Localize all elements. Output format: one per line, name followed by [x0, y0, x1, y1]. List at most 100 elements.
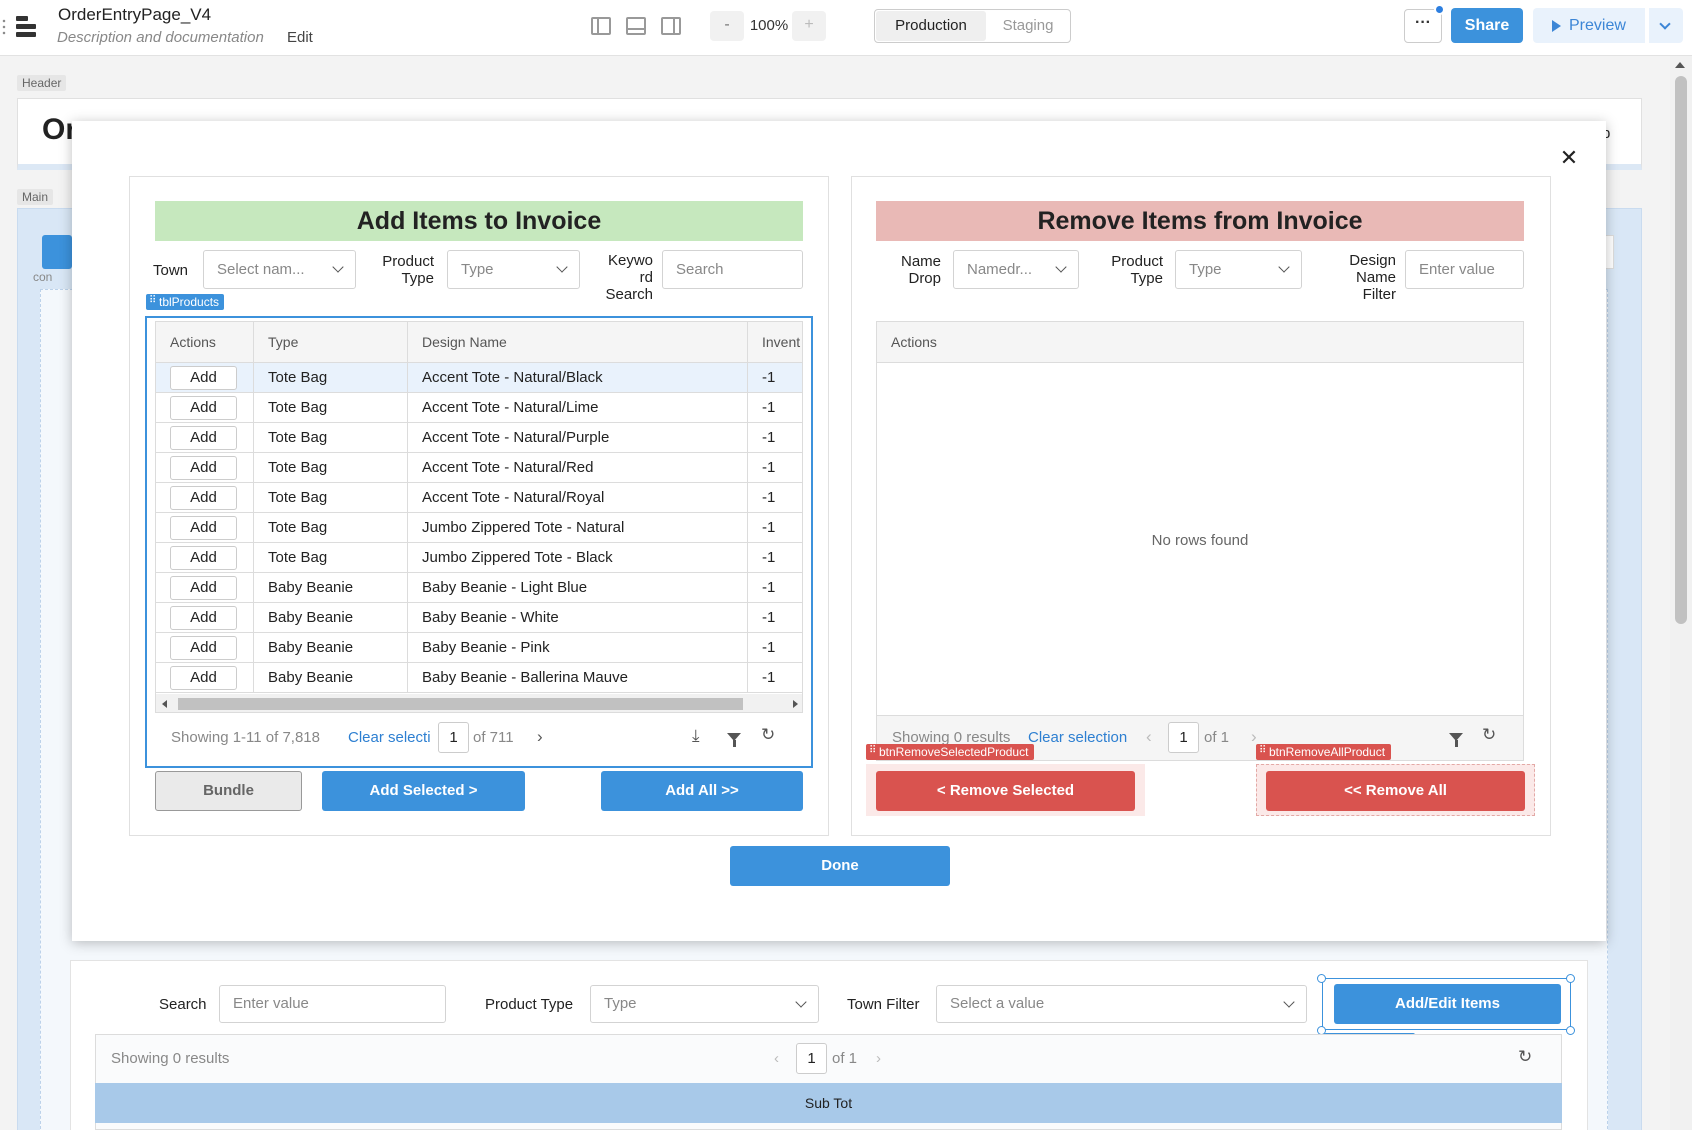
- table-row[interactable]: Add Tote Bag Accent Tote - Natural/Royal -1: [156, 483, 802, 513]
- add-row-button[interactable]: Add: [170, 366, 237, 390]
- design-name-filter-input[interactable]: Enter value: [1405, 250, 1524, 289]
- add-row-button[interactable]: Add: [170, 456, 237, 480]
- toggle-bottom-panel-icon[interactable]: [626, 17, 646, 35]
- zoom-in-button[interactable]: +: [792, 11, 826, 41]
- share-button[interactable]: Share: [1451, 8, 1523, 43]
- table-row[interactable]: Add Tote Bag Accent Tote - Natural/Red -1: [156, 453, 802, 483]
- add-row-button[interactable]: Add: [170, 426, 237, 450]
- column-header-inventory[interactable]: Invent: [762, 334, 801, 350]
- table-row[interactable]: Add Baby Beanie Baby Beanie - Light Blue -1: [156, 573, 802, 603]
- add-edit-items-button[interactable]: Add/Edit Items: [1334, 984, 1561, 1024]
- toggle-left-panel-icon[interactable]: [591, 17, 611, 35]
- add-row-button[interactable]: Add: [170, 636, 237, 660]
- town-select[interactable]: Select nam...: [203, 250, 356, 289]
- container-tab[interactable]: [42, 235, 72, 269]
- remove-selected-button[interactable]: < Remove Selected: [876, 771, 1135, 811]
- town-filter-label: Town Filter: [847, 996, 920, 1013]
- remove-all-button[interactable]: << Remove All: [1266, 771, 1525, 811]
- table-row[interactable]: Add Tote Bag Accent Tote - Natural/Lime -1: [156, 393, 802, 423]
- preview-button[interactable]: Preview: [1533, 8, 1645, 43]
- invoice-page-input[interactable]: 1: [1168, 722, 1199, 753]
- close-icon[interactable]: ✕: [1559, 145, 1579, 170]
- product-type-value: Type: [1189, 261, 1222, 278]
- add-all-button[interactable]: Add All >>: [601, 771, 803, 811]
- town-filter-select[interactable]: Select a value: [936, 985, 1307, 1023]
- table-row[interactable]: Add Baby Beanie Baby Beanie - White -1: [156, 603, 802, 633]
- toggle-right-panel-icon[interactable]: [661, 17, 681, 35]
- next-page-icon[interactable]: ›: [1251, 727, 1257, 746]
- page-scrollbar-thumb[interactable]: [1675, 76, 1687, 624]
- inventory-cell: -1: [762, 429, 776, 446]
- table-row[interactable]: Add Tote Bag Jumbo Zippered Tote - Black -1: [156, 543, 802, 573]
- add-items-title: Add Items to Invoice: [155, 201, 803, 241]
- env-production-tab[interactable]: Production: [876, 11, 986, 41]
- design-name-cell: Accent Tote - Natural/Royal: [408, 483, 748, 513]
- product-type-select[interactable]: Type: [447, 250, 580, 289]
- done-button[interactable]: Done: [730, 846, 950, 886]
- env-staging-tab[interactable]: Staging: [1002, 17, 1054, 34]
- add-row-button[interactable]: Add: [170, 546, 237, 570]
- app-menu-icon[interactable]: [12, 14, 36, 38]
- preview-label: Preview: [1569, 17, 1626, 34]
- table-row[interactable]: Add Tote Bag Jumbo Zippered Tote - Natural…: [156, 513, 802, 543]
- refresh-icon[interactable]: ↻: [1482, 725, 1497, 744]
- prev-page-icon[interactable]: ‹: [774, 1050, 779, 1067]
- column-header-type[interactable]: Type: [254, 322, 408, 363]
- scroll-left-icon[interactable]: [162, 700, 167, 708]
- resize-handle[interactable]: [1317, 974, 1326, 983]
- table-horizontal-scrollbar[interactable]: [156, 694, 802, 712]
- add-row-button[interactable]: Add: [170, 576, 237, 600]
- more-options-button[interactable]: ···: [1404, 9, 1442, 43]
- zoom-out-button[interactable]: -: [710, 11, 744, 41]
- drag-handle-icon[interactable]: [2, 18, 6, 36]
- refresh-icon[interactable]: ↻: [761, 725, 776, 744]
- product-type-select[interactable]: Type: [1175, 250, 1302, 289]
- clear-selection-link[interactable]: Clear selection: [1028, 729, 1128, 746]
- component-tag-btnRemoveSelectedProduct[interactable]: btnRemoveSelectedProduct: [866, 744, 1035, 760]
- table-row[interactable]: Add Tote Bag Accent Tote - Natural/Purple -…: [156, 423, 802, 453]
- resize-handle[interactable]: [1566, 974, 1575, 983]
- product-type-select[interactable]: Type: [590, 985, 819, 1023]
- column-header-actions[interactable]: Actions: [877, 322, 1523, 363]
- add-row-button[interactable]: Add: [170, 516, 237, 540]
- preview-dropdown-icon[interactable]: [1649, 8, 1683, 43]
- filter-icon[interactable]: [727, 733, 741, 747]
- download-icon[interactable]: ⤓: [692, 726, 700, 745]
- table-row[interactable]: Add Tote Bag Accent Tote - Natural/Black -1: [156, 363, 802, 393]
- clear-selection-link[interactable]: Clear selecti: [348, 729, 431, 746]
- scroll-up-icon[interactable]: [1675, 62, 1685, 68]
- name-drop-select[interactable]: Namedr...: [953, 250, 1079, 289]
- scroll-right-icon[interactable]: [793, 700, 798, 708]
- next-page-icon[interactable]: ›: [537, 727, 543, 746]
- component-tag-btnRemoveAllProduct[interactable]: btnRemoveAllProduct: [1256, 744, 1392, 760]
- search-input[interactable]: Enter value: [219, 985, 446, 1023]
- table-row[interactable]: Add Baby Beanie Baby Beanie - Ballerina Ma…: [156, 663, 802, 693]
- chevron-down-icon: [1055, 261, 1067, 273]
- table-scrollbar-thumb[interactable]: [178, 698, 743, 710]
- prev-page-icon[interactable]: ‹: [1146, 727, 1152, 746]
- add-row-button[interactable]: Add: [170, 486, 237, 510]
- add-row-button[interactable]: Add: [170, 606, 237, 630]
- filter-icon[interactable]: [1449, 733, 1463, 747]
- column-header-actions[interactable]: Actions: [156, 322, 254, 363]
- type-cell: Baby Beanie: [254, 663, 408, 693]
- actions-cell: Add: [156, 513, 254, 543]
- name-drop-label: Name Drop: [900, 253, 941, 287]
- add-row-button[interactable]: Add: [170, 666, 237, 690]
- edit-description-link[interactable]: Edit: [287, 29, 313, 46]
- inventory-cell: -1: [762, 549, 776, 566]
- component-tag-tblProducts[interactable]: tblProducts: [146, 294, 225, 310]
- app-title[interactable]: OrderEntryPage_V4: [58, 5, 212, 24]
- resize-handle[interactable]: [1566, 1026, 1575, 1035]
- bottom-page-input[interactable]: 1: [796, 1043, 827, 1074]
- products-page-input[interactable]: 1: [438, 722, 469, 753]
- refresh-icon[interactable]: ↻: [1518, 1047, 1533, 1066]
- inventory-cell: -1: [762, 669, 776, 686]
- add-selected-button[interactable]: Add Selected >: [322, 771, 525, 811]
- add-row-button[interactable]: Add: [170, 396, 237, 420]
- table-row[interactable]: Add Baby Beanie Baby Beanie - Pink -1: [156, 633, 802, 663]
- next-page-icon[interactable]: ›: [876, 1050, 881, 1067]
- keyword-search-input[interactable]: Search: [662, 250, 803, 289]
- column-header-design-name[interactable]: Design Name: [408, 322, 748, 363]
- bundle-button[interactable]: Bundle: [155, 771, 302, 811]
